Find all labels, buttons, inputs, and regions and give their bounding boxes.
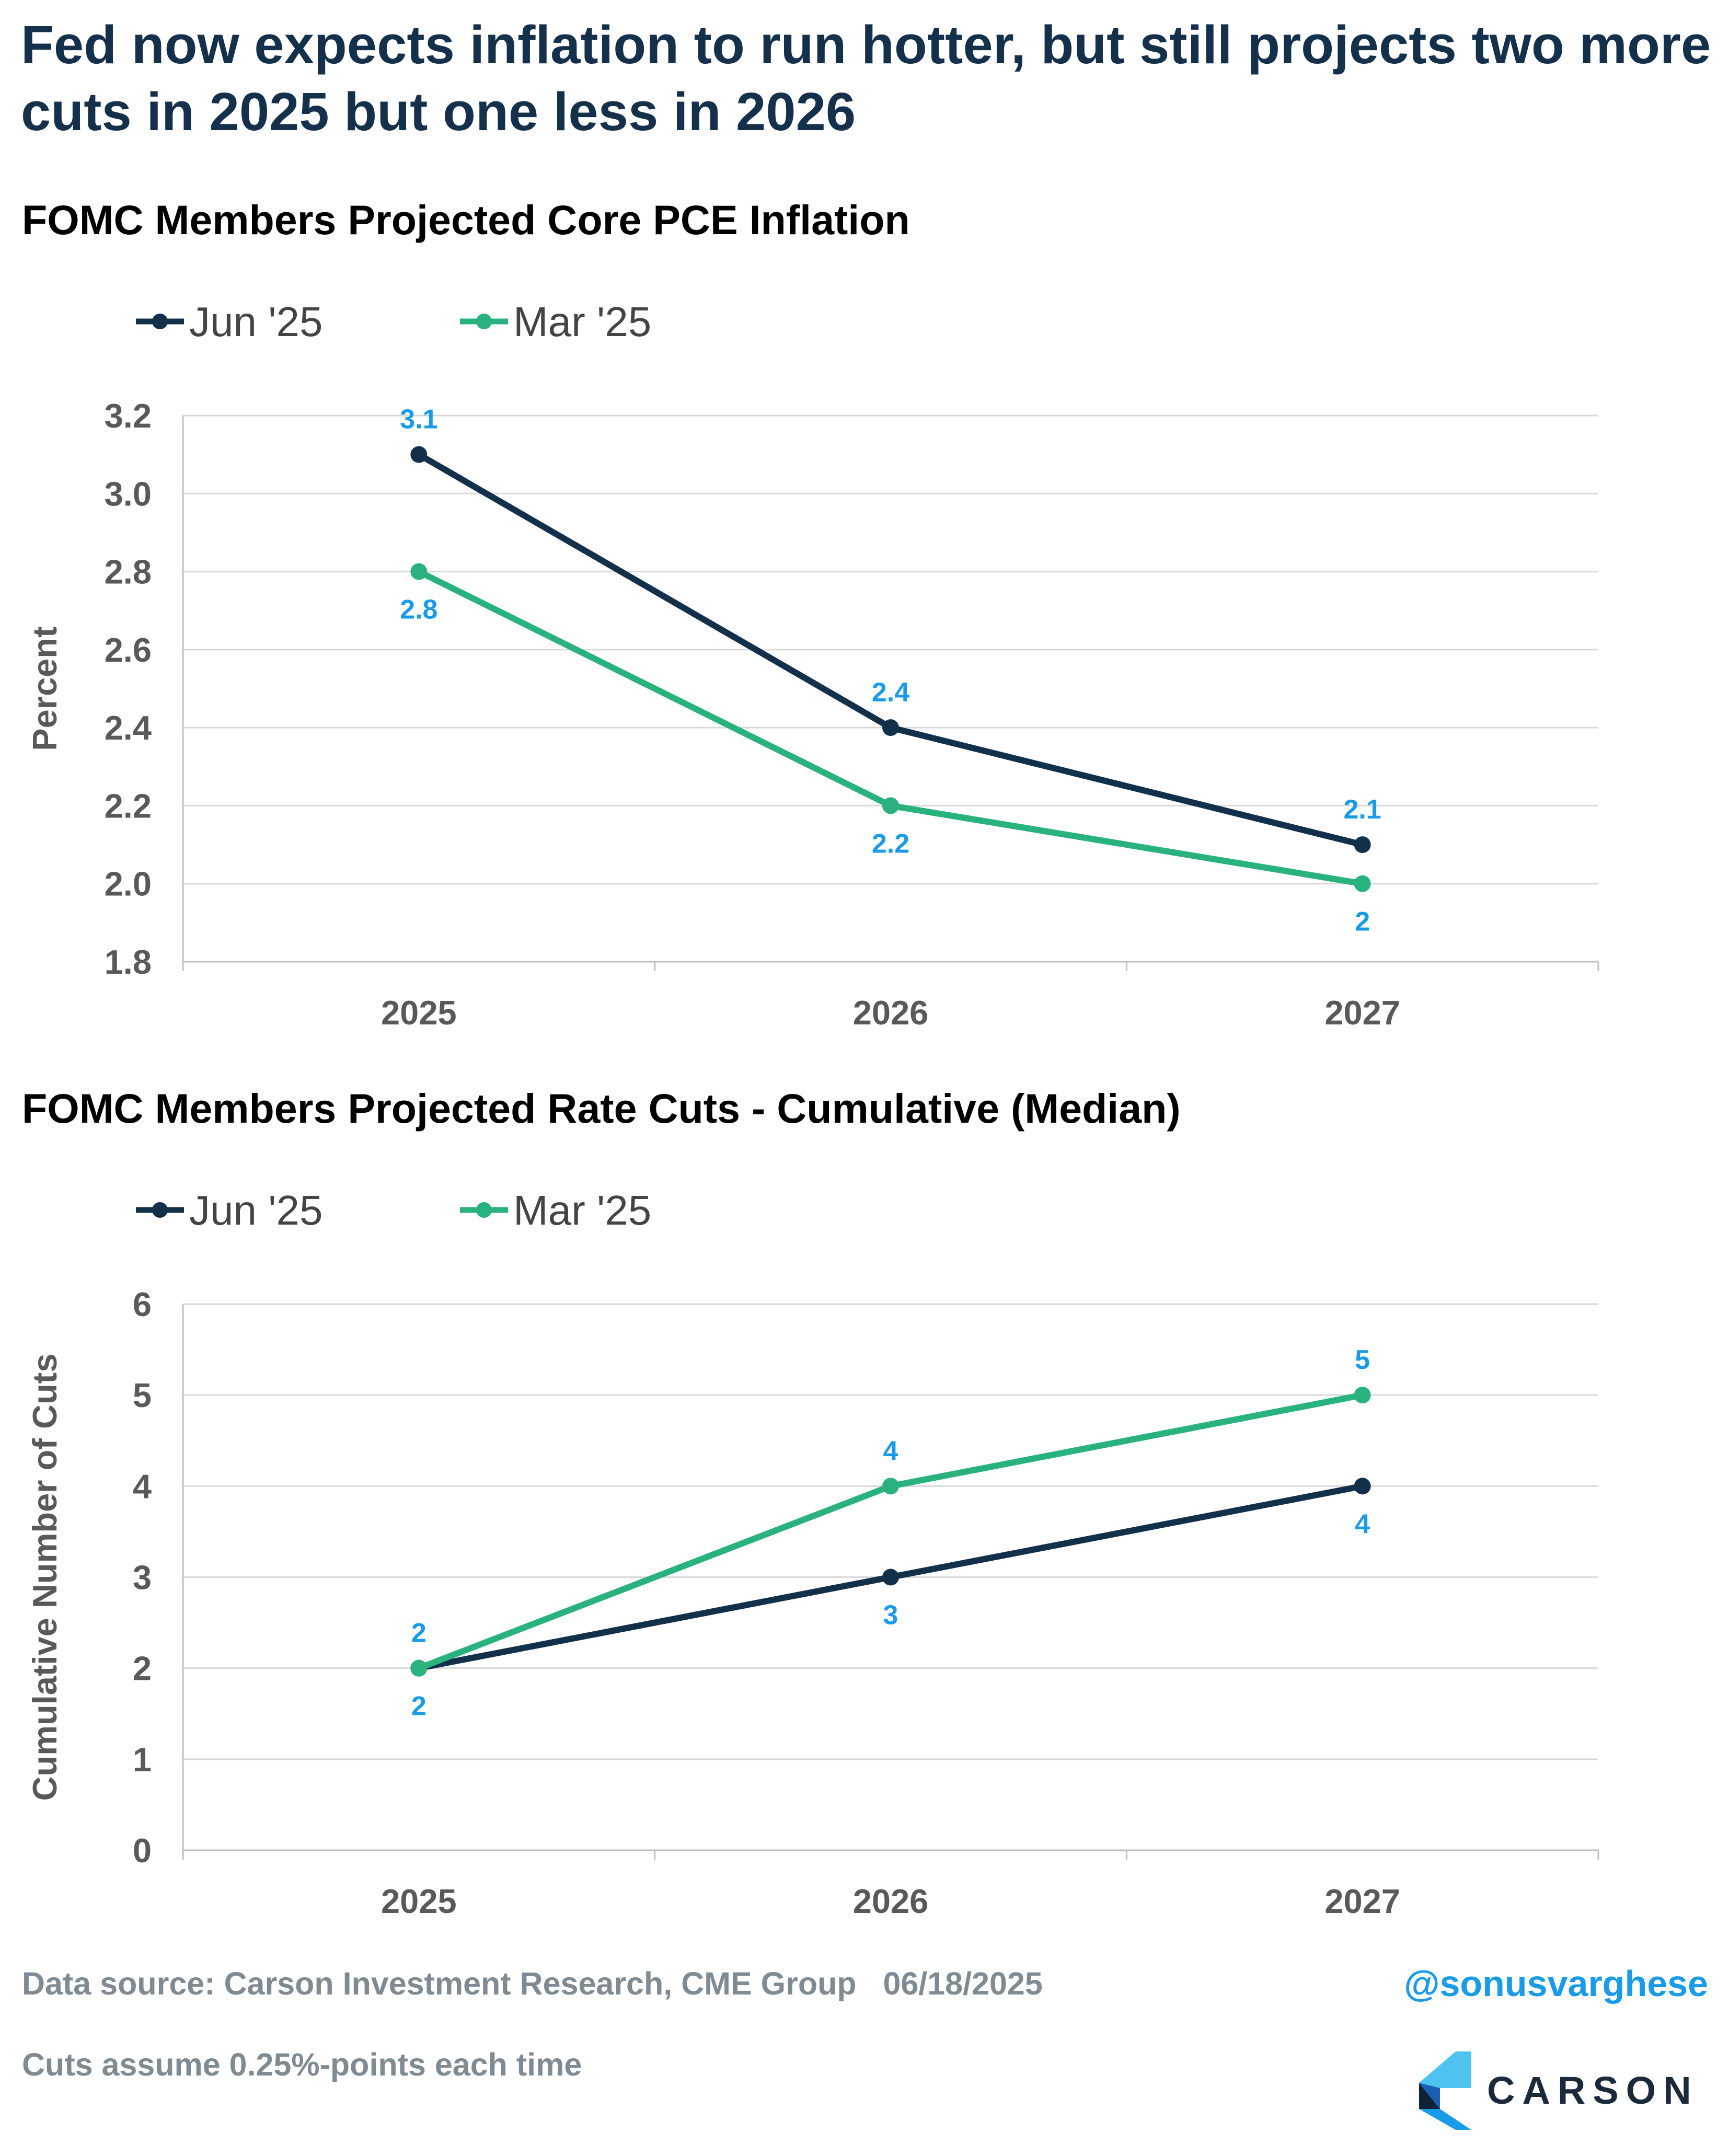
data-label-jun: 2: [411, 1691, 427, 1722]
data-label-jun: 4: [1355, 1509, 1370, 1539]
y-tick-label: 2.4: [105, 709, 152, 747]
x-tick-label: 2025: [381, 1882, 457, 1920]
y-tick-label: 2: [133, 1650, 152, 1688]
x-tick-label: 2026: [853, 1882, 929, 1920]
data-point-jun: [1354, 836, 1371, 854]
data-label-mar: 2.8: [400, 595, 437, 625]
page-title: Fed now expects inflation to run hotter,…: [21, 15, 1711, 142]
chart1-title: FOMC Members Projected Core PCE Inflatio…: [22, 197, 910, 243]
x-tick-label: 2025: [381, 994, 457, 1032]
data-label-mar: 2: [411, 1618, 427, 1648]
legend-label: Jun '25: [189, 298, 322, 345]
x-tick-label: 2027: [1324, 994, 1400, 1032]
y-tick-label: 1.8: [105, 943, 152, 981]
rate-cuts-line-chart: Jun '25 Mar '25 0 1 2 3 4 5 6 2025 2026 2027 Cumulat…: [26, 1187, 1599, 1920]
data-point-mar: [410, 1659, 428, 1677]
y-tick-label: 2.0: [105, 865, 152, 903]
data-label-jun: 3: [883, 1600, 898, 1631]
chart2-title: FOMC Members Projected Rate Cuts - Cumul…: [22, 1085, 1181, 1132]
legend-marker-jun: [152, 1202, 168, 1218]
data-label-mar: 5: [1355, 1345, 1370, 1375]
y-tick-label: 1: [133, 1740, 152, 1779]
cuts-note-text: Cuts assume 0.25%-points each time: [22, 2047, 582, 2082]
data-label-jun: 3.1: [400, 405, 437, 435]
legend-label: Mar '25: [513, 1187, 651, 1233]
data-label-jun: 2.1: [1344, 794, 1381, 825]
inflation-line-chart: Jun '25 Mar '25 1.8 2.0 2.2 2.4 2.6 2.8 3.0 3.2 20…: [26, 298, 1599, 1032]
legend-marker-mar: [476, 1202, 492, 1218]
y-tick-label: 3.2: [105, 397, 152, 435]
data-point-mar: [882, 1478, 899, 1495]
carson-logo-icon: [1419, 2051, 1471, 2130]
legend-marker-mar: [476, 314, 492, 329]
carson-wordmark: CARSON: [1487, 2069, 1699, 2112]
legend-marker-jun: [152, 314, 168, 329]
y-tick-label: 2.2: [105, 787, 152, 825]
data-point-mar: [882, 797, 899, 814]
data-point-mar: [1354, 875, 1371, 892]
y-tick-label: 2.6: [105, 631, 152, 669]
y-tick-label: 5: [133, 1376, 152, 1414]
y-axis-title: Cumulative Number of Cuts: [26, 1354, 64, 1801]
data-label-jun: 2.4: [872, 677, 909, 708]
data-point-jun: [882, 1569, 899, 1586]
data-source-text: Data source: Carson Investment Research,…: [22, 1966, 1043, 2001]
y-tick-label: 6: [133, 1285, 152, 1323]
y-tick-label: 3.0: [105, 475, 152, 513]
twitter-handle[interactable]: @sonusvarghese: [1404, 1963, 1708, 2004]
data-point-mar: [410, 563, 428, 580]
data-label-mar: 4: [883, 1436, 898, 1466]
y-tick-label: 4: [133, 1467, 152, 1505]
data-point-jun: [410, 446, 428, 463]
data-point-jun: [882, 719, 899, 736]
y-tick-label: 0: [133, 1831, 152, 1870]
legend-label: Mar '25: [513, 298, 651, 345]
data-point-mar: [1354, 1387, 1371, 1404]
x-tick-label: 2027: [1324, 1882, 1400, 1920]
data-point-jun: [1354, 1478, 1371, 1495]
x-tick-label: 2026: [853, 994, 929, 1032]
data-label-mar: 2: [1355, 907, 1370, 937]
legend-label: Jun '25: [189, 1187, 322, 1233]
carson-logo: CARSON: [1409, 2051, 1712, 2130]
y-tick-label: 3: [133, 1559, 152, 1597]
data-label-mar: 2.2: [872, 828, 909, 859]
y-tick-label: 2.8: [105, 553, 152, 591]
y-axis-title: Percent: [26, 626, 64, 751]
